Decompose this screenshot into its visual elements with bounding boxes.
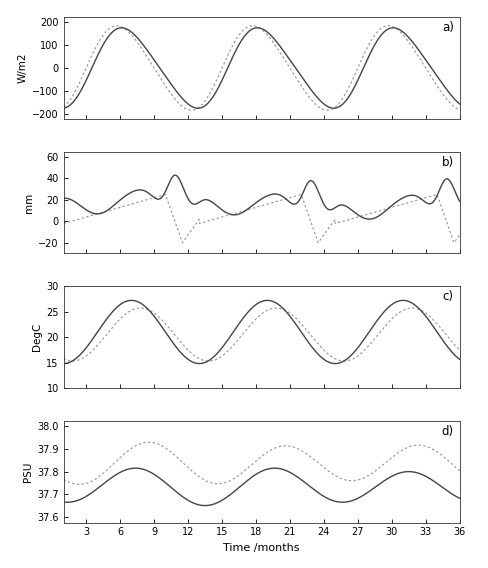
X-axis label: Time /months: Time /months	[223, 543, 299, 553]
Text: b): b)	[441, 156, 453, 169]
Text: a): a)	[441, 21, 453, 34]
Y-axis label: W/m2: W/m2	[18, 53, 28, 83]
Y-axis label: PSU: PSU	[23, 461, 33, 482]
Y-axis label: DegC: DegC	[32, 323, 42, 351]
Y-axis label: mm: mm	[24, 193, 34, 212]
Text: d): d)	[441, 425, 453, 438]
Text: c): c)	[442, 290, 453, 303]
